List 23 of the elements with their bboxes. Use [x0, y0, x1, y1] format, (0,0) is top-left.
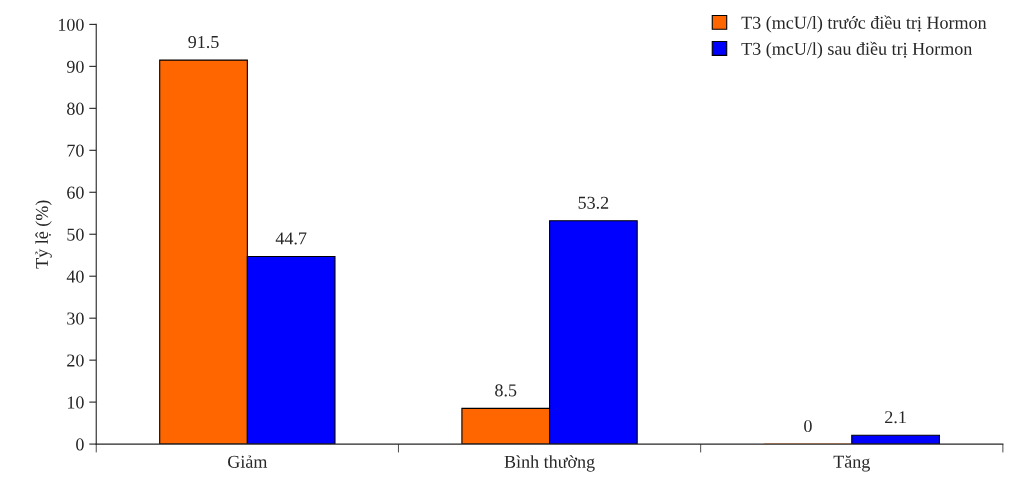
data-label: 8.5 — [495, 384, 517, 397]
y-tick-label: 90 — [66, 60, 84, 73]
y-tick-label: 30 — [67, 312, 84, 325]
y-tick-label: 20 — [67, 354, 84, 367]
data-label: 2.1 — [885, 411, 906, 424]
data-label: 44.7 — [275, 232, 307, 245]
x-tick-label: Bình thường — [504, 455, 595, 472]
y-tick-label: 40 — [66, 270, 84, 283]
y-tick-label: 0 — [76, 438, 84, 451]
data-label: 53.2 — [578, 196, 609, 209]
data-label: 91.5 — [188, 35, 219, 49]
x-tick-label: Giảm — [228, 455, 268, 468]
y-tick-label: 80 — [67, 102, 84, 115]
x-tick-label: Tăng — [833, 455, 870, 472]
legend-label: T3 (mcU/l) sau điều trị Hormon — [741, 41, 973, 59]
y-tick-label: 50 — [67, 228, 84, 241]
y-tick-label: 70 — [67, 144, 84, 157]
y-tick-label: 60 — [67, 186, 84, 199]
data-label: 0 — [804, 419, 812, 433]
y-tick-label: 100 — [58, 18, 84, 31]
legend-label: T3 (mcU/l) trước điều trị Hormon — [741, 15, 987, 33]
y-axis-title: Tỷ lệ (%) — [35, 200, 52, 269]
y-tick-label: 10 — [67, 396, 84, 409]
